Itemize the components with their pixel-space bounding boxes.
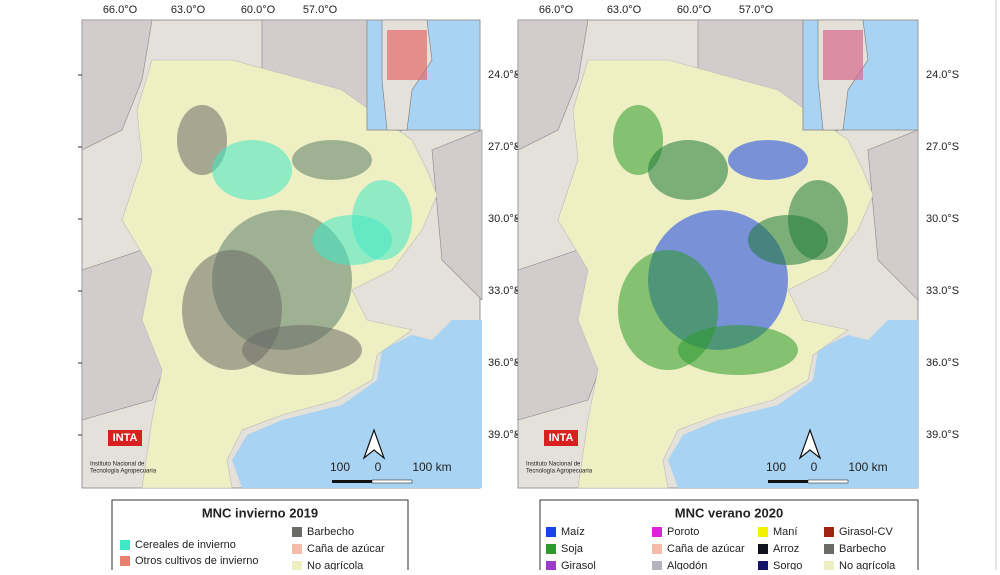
legend-label: Girasol (561, 560, 596, 570)
legend-swatch (546, 561, 556, 571)
longitude-label: 57.0°O (303, 4, 338, 16)
logo: INTA (113, 432, 138, 444)
crop-area (678, 325, 798, 375)
legend-label: Soja (561, 543, 584, 555)
legend-label: Barbecho (839, 543, 886, 555)
latitude-label: 30.0°S (926, 213, 959, 225)
legend-swatch (292, 561, 302, 571)
scale-label: 100 km (848, 460, 887, 474)
legend-swatch (652, 561, 662, 571)
legend-label: Caña de azúcar (667, 543, 745, 555)
legend-title: MNC invierno 2019 (202, 505, 318, 520)
scale-label: 0 (811, 460, 818, 474)
legend-label: Maíz (561, 526, 585, 538)
legend-swatch (824, 561, 834, 571)
legend-swatch (546, 544, 556, 554)
scale-label: 100 (330, 460, 350, 474)
legend-label: Caña de azúcar (307, 543, 385, 555)
latitude-label: 27.0°S (488, 141, 521, 153)
latitude-label: 30.0°S (488, 213, 521, 225)
legend-label: Maní (773, 526, 797, 538)
crop-area (613, 105, 663, 175)
logo: INTA (549, 432, 574, 444)
legend-swatch (758, 544, 768, 554)
longitude-label: 63.0°O (171, 4, 206, 16)
north-arrow (362, 428, 386, 460)
legend-label: Barbecho (307, 526, 354, 538)
legend-title: MNC verano 2020 (675, 505, 783, 520)
logo-box (544, 430, 578, 446)
crop-area (728, 140, 808, 180)
ocean (232, 320, 482, 488)
legend-label: Poroto (667, 526, 699, 538)
scale-bar (371, 479, 413, 484)
scale-label: 0 (375, 460, 382, 474)
legend-label: No agrícola (839, 560, 896, 570)
logo-caption: Tecnología Agropecuaria (526, 469, 593, 475)
latitude-label: 36.0°S (488, 357, 521, 369)
scale-label: 100 (766, 460, 786, 474)
legend-label: Cereales de invierno (135, 539, 236, 551)
longitude-label: 57.0°O (739, 4, 774, 16)
crop-area (212, 140, 292, 200)
legend-label: Arroz (773, 543, 799, 555)
legend-swatch (120, 540, 130, 550)
legend-swatch (120, 556, 130, 566)
inset-extent (387, 30, 427, 80)
crop-area (242, 325, 362, 375)
longitude-label: 66.0°O (103, 4, 138, 16)
crop-area (177, 105, 227, 175)
longitude-label: 63.0°O (607, 4, 642, 16)
crop-area (292, 140, 372, 180)
scale-label: 100 km (412, 460, 451, 474)
latitude-label: 39.0°S (488, 429, 521, 441)
legend-label: No agrícola (307, 560, 364, 570)
legend-swatch (546, 527, 556, 537)
longitude-label: 66.0°O (539, 4, 574, 16)
latitude-label: 39.0°S (926, 429, 959, 441)
legend-swatch (758, 561, 768, 571)
legend-swatch (652, 544, 662, 554)
latitude-label: 33.0°S (926, 285, 959, 297)
logo-box (108, 430, 142, 446)
north-arrow (798, 428, 822, 460)
latitude-label: 24.0°S (488, 69, 521, 81)
legend-swatch (758, 527, 768, 537)
latitude-label: 27.0°S (926, 141, 959, 153)
latitude-label: 36.0°S (926, 357, 959, 369)
longitude-label: 60.0°O (241, 4, 276, 16)
legend-label: Girasol-CV (839, 526, 893, 538)
legend-box (539, 499, 919, 575)
legend-swatch (824, 544, 834, 554)
legend-swatch (292, 527, 302, 537)
legend-box (111, 499, 409, 575)
legend-swatch (824, 527, 834, 537)
crop-area (648, 140, 728, 200)
crop-area (788, 180, 848, 260)
logo-caption: Instituto Nacional de (526, 462, 581, 468)
inset-extent (823, 30, 863, 80)
longitude-label: 60.0°O (677, 4, 712, 16)
legend-label: Sorgo (773, 560, 802, 570)
scale-bar (807, 479, 849, 484)
legend-swatch (292, 544, 302, 554)
latitude-label: 24.0°S (926, 69, 959, 81)
legend-label: Otros cultivos de invierno (135, 555, 259, 567)
logo-caption: Instituto Nacional de (90, 462, 145, 468)
legend-swatch (652, 527, 662, 537)
crop-area (352, 180, 412, 260)
ocean (668, 320, 918, 488)
legend-label: Algodón (667, 560, 707, 570)
logo-caption: Tecnología Agropecuaria (90, 469, 157, 475)
latitude-label: 33.0°S (488, 285, 521, 297)
